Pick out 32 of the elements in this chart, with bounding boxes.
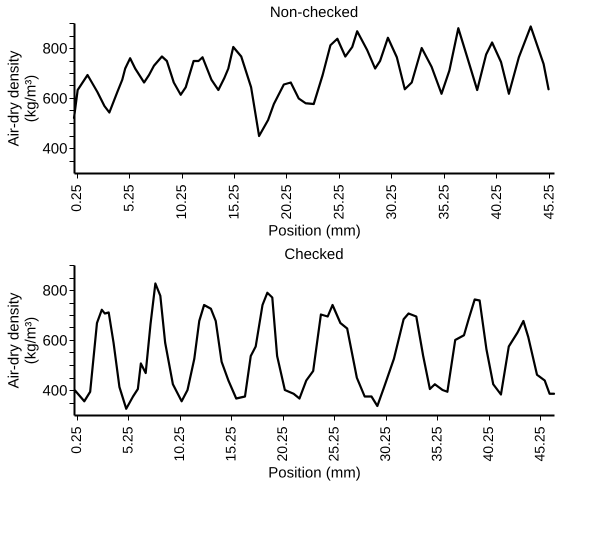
y-tick-label: 400 xyxy=(42,140,68,158)
x-tick-label: 5.25 xyxy=(120,426,136,454)
x-tick-label: 25.25 xyxy=(330,184,346,220)
chart-title: Checked xyxy=(284,246,344,263)
x-tick-label: 45.25 xyxy=(540,184,556,220)
y-tick-label: 400 xyxy=(42,382,68,400)
x-tick-label: 20.25 xyxy=(274,426,290,462)
x-tick-label: 40.25 xyxy=(488,184,504,220)
x-tick-label: 40.25 xyxy=(480,426,496,462)
x-tick-label: 10.25 xyxy=(171,426,188,462)
x-tick-label: 5.25 xyxy=(120,184,137,212)
y-tick-label: 800 xyxy=(42,282,68,300)
x-axis-title: Position (mm) xyxy=(268,222,361,240)
x-tick-label: 0.25 xyxy=(68,184,84,212)
x-tick-label: 35.25 xyxy=(435,184,452,220)
y-axis-title: Air-dry density (kg/m³) xyxy=(5,292,40,388)
x-tick-label: 15.25 xyxy=(226,184,242,220)
x-tick-label: 15.25 xyxy=(222,426,239,462)
chart-title: Non-checked xyxy=(270,4,358,21)
x-tick-label: 25.25 xyxy=(326,426,342,462)
y-tick-label: 600 xyxy=(42,90,68,108)
x-axis-title: Position (mm) xyxy=(268,464,361,482)
y-tick-label: 600 xyxy=(42,332,68,350)
x-tick-label: 35.25 xyxy=(428,426,445,462)
x-tick-label: 10.25 xyxy=(173,184,190,220)
x-tick-label: 45.25 xyxy=(532,426,548,462)
x-tick-label: 20.25 xyxy=(278,184,294,220)
x-tick-label: 0.25 xyxy=(68,426,84,454)
y-tick-label: 800 xyxy=(42,40,68,58)
x-tick-label: 30.25 xyxy=(377,426,394,462)
x-tick-label: 30.25 xyxy=(382,184,399,220)
y-axis-title: Air-dry density (kg/m³) xyxy=(5,50,40,146)
